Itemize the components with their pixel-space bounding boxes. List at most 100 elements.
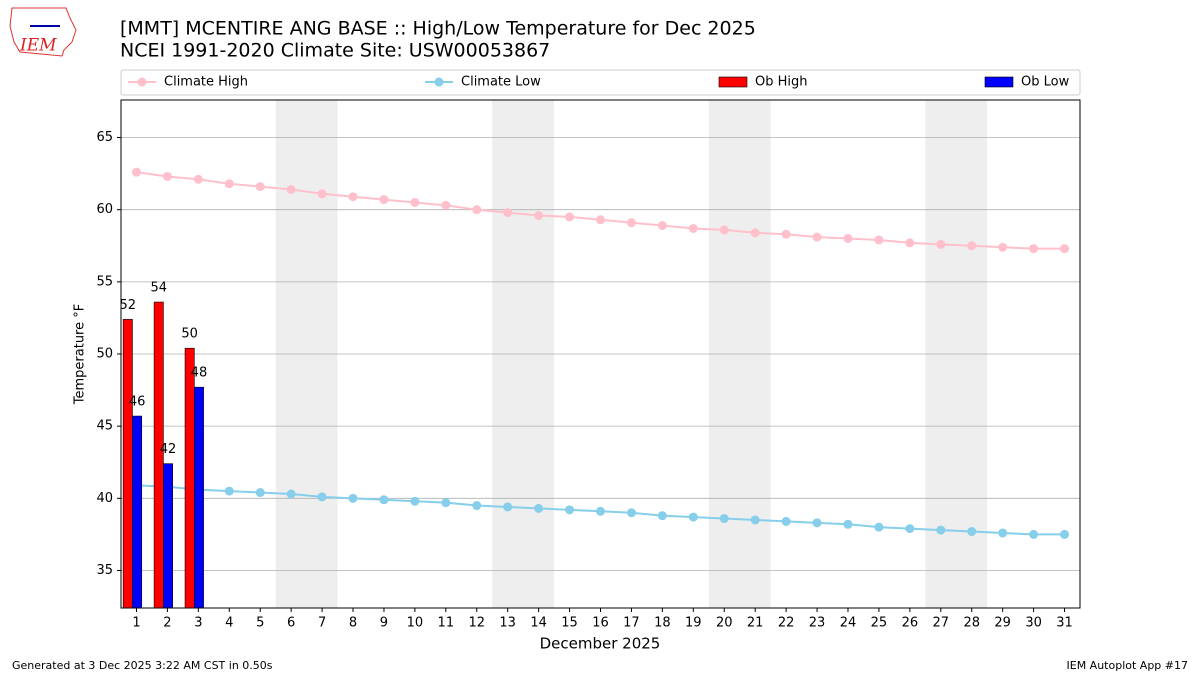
x-tick-label: 28	[963, 616, 980, 631]
y-tick-label: 35	[96, 563, 113, 578]
marker	[905, 238, 915, 248]
x-tick-label: 5	[256, 616, 264, 631]
y-axis-label: Temperature °F	[73, 304, 88, 405]
legend-marker	[434, 77, 444, 87]
marker	[812, 518, 822, 528]
marker	[472, 501, 482, 511]
marker	[472, 205, 482, 215]
marker	[1060, 244, 1070, 254]
marker	[626, 218, 636, 228]
legend-swatch	[718, 76, 748, 88]
x-tick-label: 7	[318, 616, 326, 631]
x-tick-label: 16	[592, 616, 609, 631]
x-tick-label: 22	[778, 616, 795, 631]
marker	[626, 508, 636, 518]
y-tick-label: 55	[96, 274, 113, 289]
chart-title: [MMT] MCENTIRE ANG BASE :: High/Low Temp…	[120, 18, 756, 40]
marker	[317, 492, 327, 502]
marker	[812, 232, 822, 242]
marker	[348, 192, 358, 202]
marker	[874, 235, 884, 245]
marker	[936, 239, 946, 249]
footer-left: Generated at 3 Dec 2025 3:22 AM CST in 0…	[12, 659, 273, 672]
marker	[1029, 529, 1039, 539]
marker	[688, 223, 698, 233]
y-tick-label: 65	[96, 130, 113, 145]
marker	[410, 496, 420, 506]
plot-frame	[120, 99, 1081, 609]
value-label: 48	[191, 366, 208, 381]
marker	[719, 514, 729, 524]
marker	[750, 228, 760, 238]
marker	[193, 174, 203, 184]
bar	[163, 463, 173, 609]
y-tick-label: 40	[96, 491, 113, 506]
marker	[688, 512, 698, 522]
x-tick-label: 12	[468, 616, 485, 631]
y-tick-label: 60	[96, 202, 113, 217]
marker	[750, 515, 760, 525]
x-tick-label: 17	[623, 616, 640, 631]
x-tick-label: 31	[1056, 616, 1073, 631]
marker	[534, 210, 544, 220]
x-tick-label: 25	[871, 616, 888, 631]
x-tick-label: 20	[716, 616, 733, 631]
legend-label: Ob High	[755, 75, 808, 90]
value-label: 46	[129, 395, 146, 410]
x-tick-label: 26	[902, 616, 919, 631]
marker	[1060, 529, 1070, 539]
marker	[379, 195, 389, 205]
value-label: 50	[181, 327, 198, 342]
x-tick-label: 24	[840, 616, 857, 631]
line	[136, 171, 1065, 250]
marker	[255, 488, 265, 498]
x-tick-label: 30	[1025, 616, 1042, 631]
marker	[286, 489, 296, 499]
value-label: 54	[150, 281, 167, 296]
x-tick-label: 6	[287, 616, 295, 631]
marker	[503, 502, 513, 512]
marker	[843, 234, 853, 244]
value-label: 42	[160, 442, 177, 457]
marker	[348, 493, 358, 503]
marker	[998, 242, 1008, 252]
legend-label: Climate High	[164, 75, 248, 90]
bar	[132, 415, 143, 609]
x-tick-label: 29	[994, 616, 1011, 631]
logo: IEM	[9, 7, 77, 57]
x-tick-label: 13	[499, 616, 516, 631]
x-tick-label: 23	[809, 616, 826, 631]
marker	[441, 200, 451, 210]
x-tick-label: 8	[349, 616, 357, 631]
marker	[936, 525, 946, 535]
marker	[286, 184, 296, 194]
marker	[781, 516, 791, 526]
marker	[162, 171, 172, 181]
value-label: 52	[120, 298, 137, 313]
y-tick-label: 45	[96, 419, 113, 434]
marker	[224, 486, 234, 496]
marker	[967, 527, 977, 537]
marker	[131, 167, 141, 177]
bar	[184, 347, 195, 609]
marker	[843, 519, 853, 529]
legend-box	[120, 69, 1081, 96]
x-tick-label: 9	[380, 616, 388, 631]
x-tick-label: 21	[747, 616, 764, 631]
x-tick-label: 27	[933, 616, 950, 631]
marker	[224, 179, 234, 189]
marker	[596, 215, 605, 225]
marker	[317, 189, 327, 199]
marker	[998, 528, 1008, 538]
marker	[596, 506, 605, 516]
marker	[534, 503, 544, 513]
marker	[905, 524, 915, 534]
x-tick-label: 11	[438, 616, 455, 631]
marker	[255, 182, 265, 192]
marker	[410, 197, 420, 207]
logo-text: IEM	[19, 36, 57, 56]
x-tick-label: 18	[654, 616, 671, 631]
marker	[379, 495, 389, 505]
marker	[657, 221, 667, 231]
